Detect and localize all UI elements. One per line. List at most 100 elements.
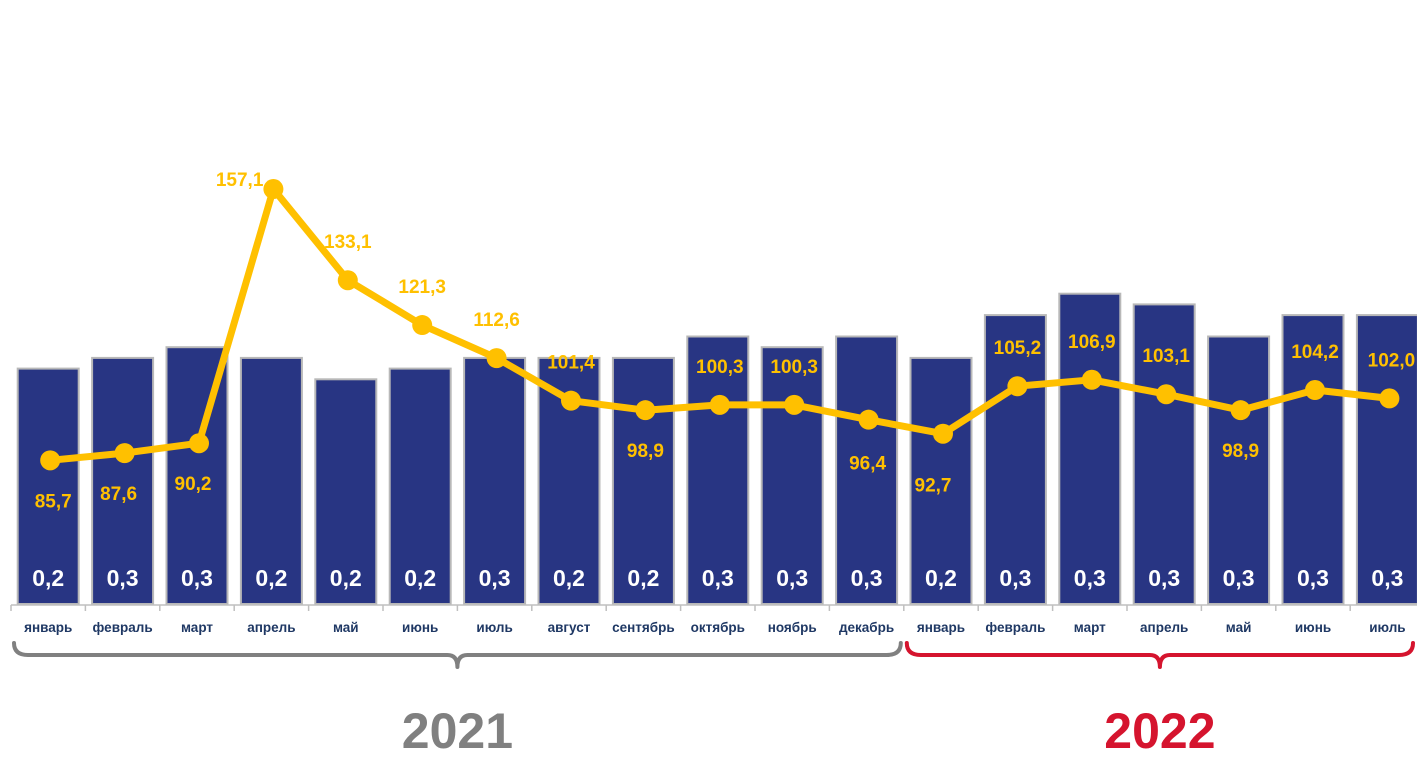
line-value-label: 98,9	[627, 441, 664, 462]
bar-value-label: 0,3	[851, 565, 883, 591]
bar	[1132, 303, 1196, 605]
bar	[611, 356, 675, 605]
line-point	[635, 400, 656, 421]
line-value-label: 96,4	[849, 454, 886, 475]
line-point	[412, 315, 433, 336]
x-tick-label: июль	[1369, 620, 1405, 635]
bar-value-label: 0,2	[553, 565, 585, 591]
x-tick-label: август	[548, 620, 591, 635]
bar-value-label: 0,2	[255, 565, 287, 591]
line-point	[1007, 376, 1028, 397]
bar-value-label: 0,3	[1223, 565, 1255, 591]
line-value-label: 157,1	[216, 170, 264, 191]
bar-value-label: 0,3	[999, 565, 1031, 591]
line-point	[784, 394, 805, 415]
x-tick-label: июль	[476, 620, 512, 635]
bar	[686, 335, 750, 605]
x-tick-label: март	[1074, 620, 1106, 635]
year-label: 2022	[1104, 703, 1215, 759]
bars-layer: 0,2 0,3 0,3 0,2 0,2 0,2 0,3 0,2 0,2 0,3 0,3 0,3 0,2 0…	[16, 292, 1417, 605]
line-value-label: 98,9	[1222, 441, 1259, 462]
line-point	[40, 450, 61, 471]
line-point	[1305, 380, 1325, 401]
bar-value-label: 0,2	[627, 565, 659, 591]
x-tick-label: март	[181, 620, 213, 635]
x-tick-label: январь	[917, 620, 965, 635]
x-tick-label: май	[1226, 620, 1252, 635]
line-point	[1379, 388, 1400, 409]
line-point	[1081, 369, 1102, 390]
line-point	[1230, 400, 1251, 421]
line-value-label: 112,6	[473, 310, 520, 331]
line-value-label: 87,6	[100, 484, 137, 505]
x-tick-label: январь	[24, 620, 72, 635]
bar	[1355, 314, 1417, 605]
bar-value-label: 0,3	[1148, 565, 1180, 591]
line-value-label: 104,2	[1291, 342, 1339, 363]
bar	[909, 356, 973, 605]
bar	[91, 356, 155, 605]
line-value-label: 92,7	[915, 476, 952, 497]
x-tick-label: май	[333, 620, 359, 635]
bar	[1058, 292, 1122, 605]
bar	[463, 356, 527, 605]
x-tick-label: декабрь	[839, 620, 894, 635]
year-label: 2021	[402, 703, 513, 759]
line-point	[263, 179, 284, 200]
bar-value-label: 0,3	[479, 565, 511, 591]
bar	[983, 314, 1047, 605]
x-tick-label: июнь	[402, 620, 438, 635]
line-series: 85,7 87,6 90,2 157,1 133,1 121,3 112,6 101,4 98,…	[35, 170, 1415, 512]
line-value-label: 105,2	[994, 338, 1042, 359]
year-groups: 2021 2022	[12, 641, 1415, 759]
line-value-label: 133,1	[324, 232, 372, 253]
year-brace	[904, 641, 1415, 669]
bar-value-label: 0,3	[181, 565, 213, 591]
bar-value-label: 0,3	[1297, 565, 1329, 591]
bar-value-label: 0,3	[1371, 565, 1403, 591]
x-tick-label: октябрь	[691, 620, 745, 635]
line-value-label: 103,1	[1142, 346, 1190, 367]
bar-value-label: 0,3	[107, 565, 139, 591]
line-point	[561, 390, 581, 411]
bar	[239, 356, 303, 605]
x-tick-label: апрель	[247, 620, 295, 635]
bar-value-label: 0,2	[32, 565, 64, 591]
line-value-label: 100,3	[770, 357, 818, 378]
line-point	[486, 348, 507, 369]
line-value-label: 85,7	[35, 491, 72, 512]
line-point	[858, 409, 879, 430]
x-tick-label: сентябрь	[612, 620, 675, 635]
bar-value-label: 0,3	[1074, 565, 1106, 591]
bar-value-label: 0,3	[776, 565, 808, 591]
line-point	[1156, 384, 1177, 405]
bar-value-label: 0,2	[404, 565, 436, 591]
x-tick-label: февраль	[93, 620, 153, 635]
bar	[760, 346, 824, 605]
line-point	[114, 443, 135, 464]
bar-value-label: 0,2	[925, 565, 957, 591]
year-brace	[12, 641, 903, 669]
bar	[16, 367, 80, 605]
x-tick-label: ноябрь	[768, 620, 817, 635]
line-value-label: 100,3	[696, 357, 744, 378]
x-tick-label: февраль	[985, 620, 1045, 635]
line-point	[337, 270, 358, 291]
bar	[314, 378, 378, 605]
bar	[1207, 335, 1271, 605]
line-point	[709, 394, 730, 415]
line-point	[933, 423, 953, 444]
bar-value-label: 0,3	[702, 565, 734, 591]
x-axis: январь февраль март апрель май июнь июль август…	[10, 604, 1417, 635]
line-value-label: 106,9	[1068, 332, 1116, 353]
bar	[1281, 314, 1345, 605]
x-tick-label: апрель	[1140, 620, 1188, 635]
line-value-label: 90,2	[175, 474, 212, 495]
bar-value-label: 0,2	[330, 565, 362, 591]
bar	[388, 367, 452, 605]
line-value-label: 101,4	[547, 353, 595, 374]
bar	[835, 335, 899, 605]
x-tick-label: июнь	[1295, 620, 1331, 635]
line-value-label: 102,0	[1368, 350, 1416, 371]
